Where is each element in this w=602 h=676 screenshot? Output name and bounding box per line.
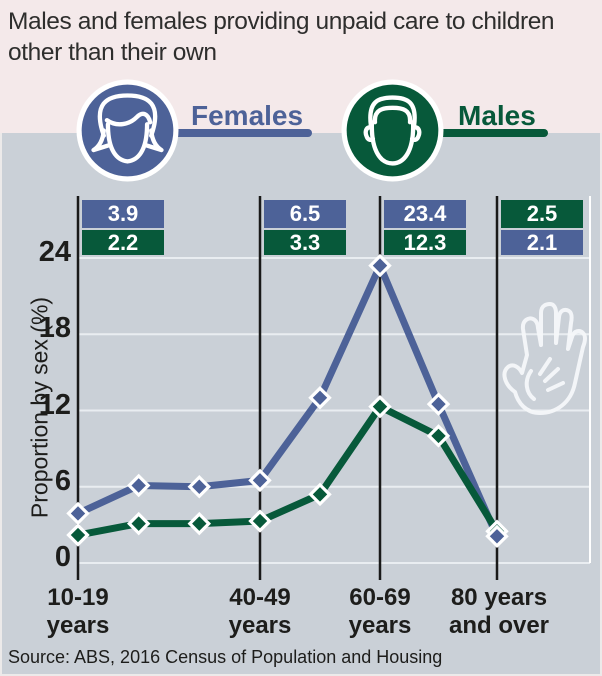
source-note: Source: ABS, 2016 Census of Population a… bbox=[8, 647, 443, 667]
callout-value: 12.3 bbox=[384, 230, 466, 255]
callout-60-69: 23.4 12.3 bbox=[384, 200, 466, 255]
y-tick-12: 12 bbox=[38, 388, 71, 421]
x-label-60-69: 60-69 years bbox=[348, 584, 412, 639]
title-line-2: other than their own bbox=[8, 39, 217, 66]
callout-value: 3.3 bbox=[264, 230, 346, 255]
hand-icon bbox=[502, 302, 587, 415]
callout-value: 2.2 bbox=[82, 230, 164, 255]
males-legend-label: Males bbox=[458, 100, 536, 131]
page-title: Males and females providing unpaid care … bbox=[8, 6, 598, 68]
callout-value: 3.9 bbox=[82, 200, 164, 228]
title-line-1: Males and females providing unpaid care … bbox=[8, 8, 555, 35]
y-tick-0: 0 bbox=[54, 541, 71, 573]
males-legend-rule bbox=[425, 129, 548, 137]
callout-value: 2.1 bbox=[501, 230, 583, 255]
callout-value: 2.5 bbox=[501, 200, 583, 228]
x-label-10-19: 10-19 years bbox=[46, 584, 110, 639]
y-tick-18: 18 bbox=[38, 312, 71, 344]
callout-value: 6.5 bbox=[264, 200, 346, 228]
y-tick-6: 6 bbox=[54, 465, 71, 497]
x-label-40-49: 40-49 years bbox=[228, 584, 292, 639]
y-tick-24: 24 bbox=[38, 236, 71, 268]
callout-10-19: 3.9 2.2 bbox=[82, 200, 164, 255]
female-face-icon bbox=[76, 79, 179, 182]
females-legend-label: Females bbox=[191, 100, 304, 131]
females-legend-rule bbox=[162, 129, 312, 137]
x-label-80-over: 80 years and over bbox=[448, 584, 550, 639]
callout-80-over: 2.5 2.1 bbox=[501, 200, 583, 255]
callout-value: 23.4 bbox=[384, 200, 466, 228]
male-face-icon bbox=[341, 79, 444, 182]
callout-40-49: 6.5 3.3 bbox=[264, 200, 346, 255]
